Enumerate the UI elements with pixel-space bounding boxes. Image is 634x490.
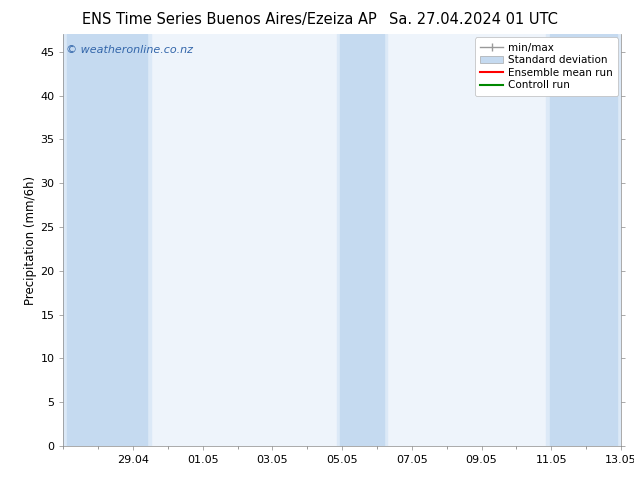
Bar bbox=[67, 34, 147, 446]
Text: © weatheronline.co.nz: © weatheronline.co.nz bbox=[66, 45, 193, 54]
Bar bbox=[337, 34, 387, 446]
Bar bbox=[63, 34, 150, 446]
Bar bbox=[546, 34, 621, 446]
Text: ENS Time Series Buenos Aires/Ezeiza AP: ENS Time Series Buenos Aires/Ezeiza AP bbox=[82, 12, 377, 27]
Text: Sa. 27.04.2024 01 UTC: Sa. 27.04.2024 01 UTC bbox=[389, 12, 558, 27]
Bar bbox=[550, 34, 618, 446]
Legend: min/max, Standard deviation, Ensemble mean run, Controll run: min/max, Standard deviation, Ensemble me… bbox=[475, 37, 618, 96]
Y-axis label: Precipitation (mm/6h): Precipitation (mm/6h) bbox=[25, 175, 37, 305]
Bar bbox=[340, 34, 384, 446]
